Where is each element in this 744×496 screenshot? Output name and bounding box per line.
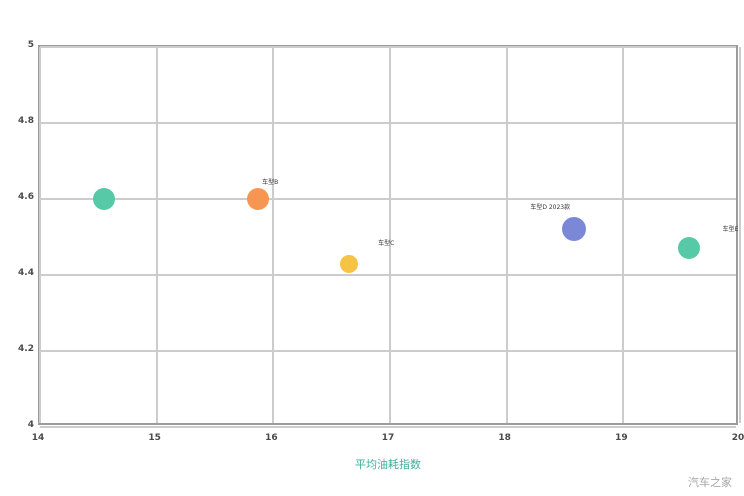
y-tick-label: 4.8: [18, 116, 34, 126]
gridline-vertical: [39, 47, 41, 423]
x-tick-label: 17: [381, 433, 395, 443]
x-tick-label: 16: [265, 433, 278, 443]
plot-area: 车型B 车型C 车型D 2023款车型E: [38, 45, 741, 428]
gridline-horizontal: [40, 198, 736, 200]
y-tick-label: 4.4: [18, 268, 34, 278]
point-label: 车型B: [262, 179, 279, 186]
scatter-point[interactable]: [340, 254, 359, 273]
x-axis-title: 平均油耗指数: [355, 458, 421, 471]
y-tick-label: 4.6: [18, 192, 34, 202]
scatter-point[interactable]: [247, 188, 270, 210]
gridline-horizontal: [40, 426, 736, 428]
gridline-vertical: [272, 47, 275, 423]
x-tick-label: 19: [615, 433, 628, 443]
gridline-vertical: [155, 47, 158, 423]
x-tick-label: 15: [148, 433, 161, 443]
point-label: 车型C: [378, 239, 395, 247]
gridline-horizontal: [40, 122, 736, 124]
scatter-point[interactable]: [93, 188, 116, 210]
x-tick-label: 14: [31, 433, 45, 443]
gridline-horizontal: [40, 350, 736, 352]
gridline-horizontal: [40, 46, 736, 48]
point-label: 车型E: [722, 226, 739, 234]
x-tick-label: 20: [731, 433, 744, 443]
gridline-horizontal: [40, 274, 736, 276]
gridline-vertical: [739, 47, 741, 423]
y-tick-label: 4.2: [18, 344, 34, 354]
gridline-vertical: [389, 47, 391, 423]
gridline-vertical: [622, 47, 625, 423]
scatter-point[interactable]: [562, 217, 587, 242]
y-tick-label: 4: [27, 420, 34, 430]
y-tick-label: 5: [27, 40, 34, 50]
point-label: 车型D 2023款: [530, 204, 571, 212]
scatter-point[interactable]: [677, 237, 700, 260]
gridline-vertical: [505, 47, 508, 423]
x-tick-label: 18: [498, 433, 511, 443]
watermark: 汽车之家: [688, 476, 732, 489]
